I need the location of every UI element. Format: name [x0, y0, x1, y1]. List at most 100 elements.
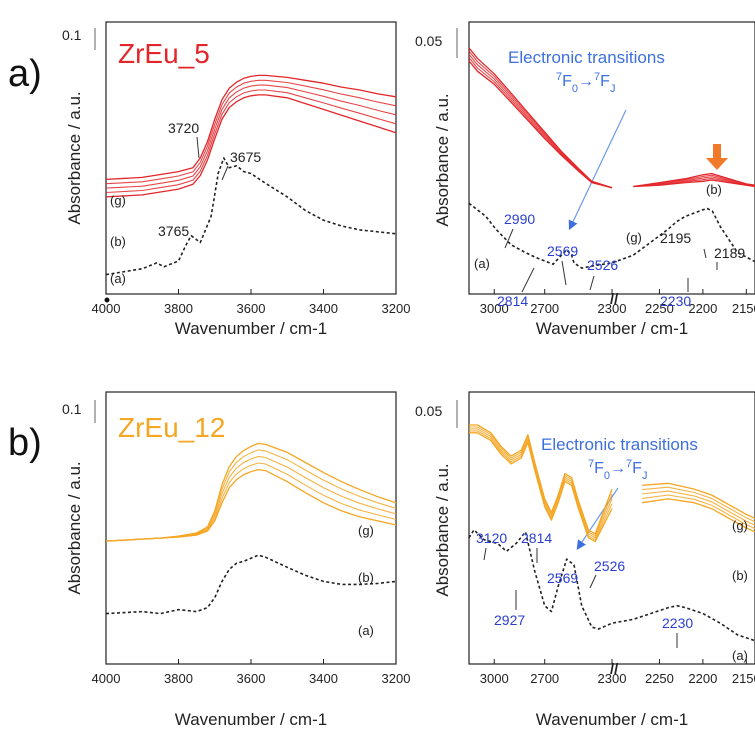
peak-label-2569: 2569 — [547, 243, 578, 259]
x-tick-label: 3800 — [164, 671, 193, 686]
peak-label-2230: 2230 — [662, 615, 693, 631]
series-label-a: (a) — [732, 648, 748, 663]
series-line-g — [105, 74, 397, 181]
note-title: Electronic transitions — [508, 48, 665, 67]
y-axis-label: Absorbance / a.u. — [65, 461, 84, 594]
peak-tick-2526 — [589, 275, 595, 291]
formula-f-1: F — [594, 460, 604, 477]
x-tick-label: 3000 — [480, 671, 509, 686]
peak-tick-2990 — [504, 228, 514, 249]
series-line-a — [468, 202, 755, 269]
series-line-intermediate — [105, 455, 397, 542]
peak-label-2990: 2990 — [504, 211, 535, 227]
series-label-a: (a) — [358, 623, 374, 638]
chart-zreu12-oh: ZrEu_12 0.1 Absorbance / a.u. Wavenumber… — [62, 391, 410, 729]
peak-label-2526: 2526 — [594, 558, 625, 574]
x-tick-label: 3400 — [309, 301, 338, 316]
x-tick-label: 2250 — [645, 301, 674, 316]
x-tick-label: 3600 — [237, 671, 266, 686]
series-lines — [105, 74, 397, 276]
axis-break-mark: // — [610, 661, 619, 678]
series-line-intermediate — [469, 428, 613, 539]
peak-label-3120: 3120 — [476, 530, 507, 546]
series-line-intermediate — [105, 84, 397, 189]
series-line-g — [642, 482, 755, 519]
peak-tick-2195 — [703, 248, 707, 259]
series-line-intermediate — [105, 79, 397, 185]
x-tick-label: 4000 — [92, 671, 121, 686]
x-axis-label: Wavenumber / cm-1 — [175, 319, 327, 338]
peak-tick-3720 — [196, 136, 200, 159]
peak-label-2230: 2230 — [660, 293, 691, 309]
series-line-a — [105, 157, 397, 276]
orange-down-arrow — [706, 144, 728, 170]
series-line-intermediate — [642, 494, 755, 530]
x-tick-label: 3400 — [309, 671, 338, 686]
series-line-b — [105, 468, 397, 542]
axis-break-mark: // — [610, 291, 619, 308]
panel-label-a: a) — [8, 53, 42, 95]
note-title: Electronic transitions — [541, 435, 698, 454]
baseline-start-dot — [104, 297, 110, 303]
series-line-b — [642, 498, 755, 533]
series-line-intermediate — [468, 50, 613, 189]
y-axis-label: Absorbance / a.u. — [433, 93, 452, 226]
peak-tick-2814 — [521, 267, 535, 293]
peak-label-2195: 2195 — [660, 230, 691, 246]
series-line-intermediate — [642, 486, 755, 523]
series-label-g: (g) — [110, 193, 126, 208]
x-tick-label: 2300 — [598, 301, 627, 316]
formula-f-1: F — [562, 73, 572, 90]
note-arrow — [568, 109, 627, 231]
series-lines — [468, 47, 755, 269]
x-tick-label: 3200 — [382, 301, 411, 316]
x-tick-label: 2150 — [732, 301, 755, 316]
chart-title: ZrEu_12 — [118, 412, 225, 443]
x-tick-label: 2700 — [530, 671, 559, 686]
scale-bar-label: 0.1 — [62, 27, 82, 43]
series-label-a: (a) — [110, 271, 126, 286]
x-tick-labels: 3000 2700 2300 2250 2200 2150 — [480, 659, 755, 686]
formula-sub-2: J — [642, 470, 648, 482]
peak-label-2814: 2814 — [521, 530, 552, 546]
series-lines — [468, 424, 755, 642]
series-line-g — [105, 442, 397, 542]
formula-sup-2: 7 — [626, 458, 632, 470]
note-formula: 7F0→7FJ — [556, 71, 615, 95]
peak-label-2814: 2814 — [497, 293, 528, 309]
series-label-g: (g) — [358, 523, 374, 538]
formula-arrow: → — [610, 460, 626, 477]
peak-tick-2526 — [589, 574, 597, 589]
series-label-b: (b) — [732, 568, 748, 583]
chart-zreu12-low: 0.05 Absorbance / a.u. Wavenumber / cm-1… — [415, 391, 755, 729]
y-axis-label: Absorbance / a.u. — [433, 463, 452, 596]
x-tick-label: 2150 — [732, 671, 755, 686]
series-label-g: (g) — [732, 518, 748, 533]
note-arrow — [576, 487, 619, 550]
series-line-intermediate — [469, 430, 613, 541]
series-line-b — [469, 432, 613, 543]
series-lines — [105, 442, 397, 615]
series-label-a: (a) — [474, 256, 490, 271]
formula-sub-1: 0 — [604, 470, 610, 482]
x-axis-label: Wavenumber / cm-1 — [536, 319, 688, 338]
x-axis-label: Wavenumber / cm-1 — [536, 710, 688, 729]
x-tick-labels: 4000 3800 3600 3400 3200 — [92, 289, 411, 316]
series-line-intermediate — [642, 490, 755, 526]
formula-f-2: F — [632, 460, 642, 477]
series-label-b: (b) — [110, 234, 126, 249]
series-line-a — [105, 554, 397, 615]
chart-title: ZrEu_5 — [118, 38, 210, 69]
scale-bar-label: 0.05 — [415, 403, 442, 419]
panel-label-b: b) — [8, 422, 42, 464]
peak-tick-3120 — [483, 547, 487, 561]
scale-bar-label: 0.1 — [62, 401, 82, 417]
x-tick-label: 4000 — [92, 301, 121, 316]
series-label-b: (b) — [706, 182, 722, 197]
series-line-intermediate — [105, 449, 397, 542]
formula-arrow: → — [578, 73, 594, 90]
x-tick-labels: 3000 2700 2300 2250 2200 2150 — [480, 289, 755, 316]
peak-label-2189: 2189 — [714, 245, 745, 261]
peak-label-2927: 2927 — [494, 612, 525, 628]
